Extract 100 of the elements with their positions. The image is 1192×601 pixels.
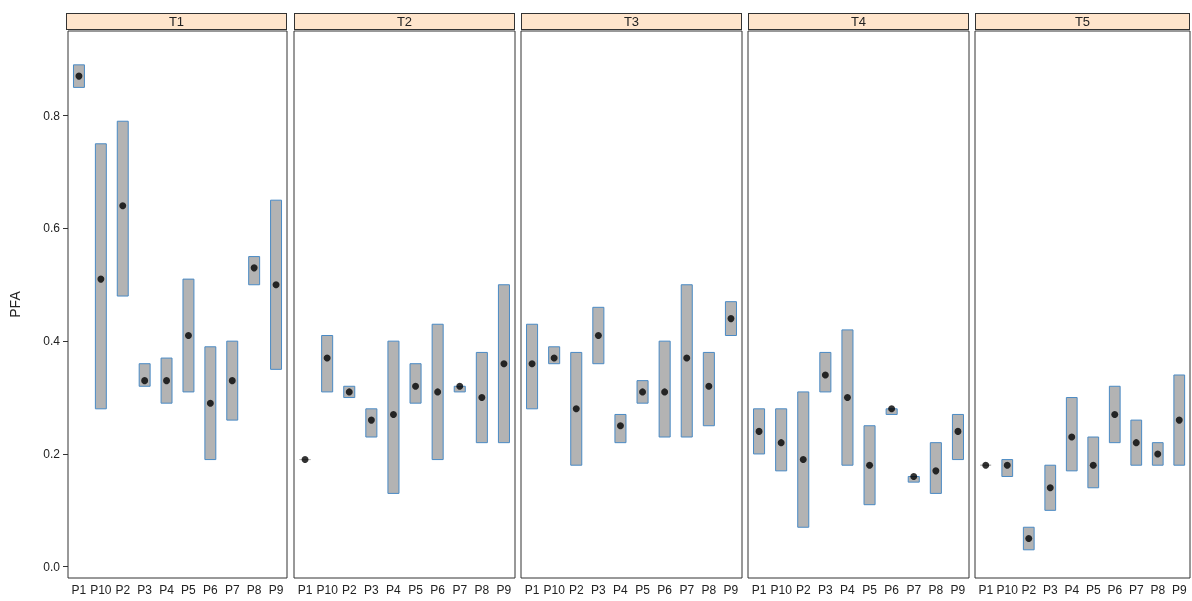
x-tick-label: P8 [1150,583,1166,597]
y-tick-label: 0.8 [43,108,61,123]
point [478,394,486,402]
x-tick-label: P7 [679,583,695,597]
chart-title: T2 [294,13,515,30]
x-tick-label: P8 [928,583,944,597]
x-tick-label: P7 [906,583,922,597]
x-tick-label: P5 [862,583,878,597]
y-axis-title: PFA [7,290,23,318]
point [1046,484,1054,492]
point [755,427,763,435]
x-tick-label: P7 [1128,583,1144,597]
chart-title: T5 [975,13,1190,30]
x-tick-label: P4 [159,583,175,597]
point [594,332,602,340]
bar [431,323,444,461]
point [1089,461,1097,469]
x-tick-label: P7 [224,583,240,597]
x-tick-label: P4 [613,583,629,597]
point [932,467,940,475]
bar [680,284,693,438]
x-tick-label: P3 [591,583,607,597]
y-tick-label: 0.2 [43,446,61,461]
x-tick-label: P1 [524,583,540,597]
x-tick-label: P1 [71,583,87,597]
x-tick-label: P5 [181,583,197,597]
x-tick-label: P2 [1021,583,1037,597]
x-tick-label: P6 [657,583,673,597]
point [119,202,127,210]
chart-title: T4 [748,13,969,30]
x-tick-label: P2 [568,583,584,597]
x-tick-label: P1 [297,583,313,597]
point [528,360,536,368]
x-tick-label: P9 [268,583,284,597]
point [661,388,669,396]
point [843,394,851,402]
bar [409,363,422,404]
bar [321,335,334,393]
x-tick-label: P5 [635,583,651,597]
point [777,439,785,447]
x-tick-label: P3 [364,583,380,597]
x-tick-label: P5 [408,583,424,597]
point [1068,433,1076,441]
bar [1044,464,1057,511]
bar [1130,419,1143,466]
point [572,405,580,413]
point [799,456,807,464]
point [97,275,105,283]
bar [1173,374,1186,466]
chart-title: T3 [521,13,742,30]
chart-title: T1 [66,13,287,30]
bar [702,351,715,427]
point [434,388,442,396]
x-tick-label: P9 [1171,583,1187,597]
x-tick-label: P10 [543,583,566,597]
x-tick-label: P6 [203,583,219,597]
x-tick-label: P7 [452,583,468,597]
bar [270,199,283,370]
bar [1108,385,1121,444]
x-tick-label: P6 [884,583,900,597]
point [500,360,508,368]
y-tick-label: 0.6 [43,221,61,236]
x-tick-label: P3 [137,583,153,597]
point [412,382,420,390]
bar [182,278,195,393]
bar [94,143,107,410]
bar [775,408,788,472]
x-tick-label: P2 [115,583,131,597]
point [1175,416,1183,424]
point [184,332,192,340]
bar [204,346,217,461]
x-tick-label: P1 [978,583,994,597]
x-tick-label: P9 [950,583,966,597]
bar [797,391,810,528]
x-tick-label: P2 [341,583,357,597]
x-tick-label: P6 [1107,583,1123,597]
point [954,427,962,435]
x-tick-label: P8 [246,583,262,597]
bar [1087,436,1100,489]
point [141,377,149,385]
point [866,461,874,469]
bar [475,351,488,444]
x-tick-label: P2 [795,583,811,597]
point [705,382,713,390]
x-tick-label: P6 [430,583,446,597]
x-tick-label: P10 [90,583,112,597]
point [821,371,829,379]
bar [497,284,510,444]
point [206,399,214,407]
y-tick-label: 0.0 [43,559,61,574]
point [323,354,331,362]
bar [526,323,539,410]
x-tick-label: P4 [840,583,856,597]
bar [226,340,239,421]
point [228,377,236,385]
point [163,377,171,385]
point [272,281,280,289]
bar [819,351,832,393]
x-tick-label: P9 [496,583,512,597]
point [1132,439,1140,447]
